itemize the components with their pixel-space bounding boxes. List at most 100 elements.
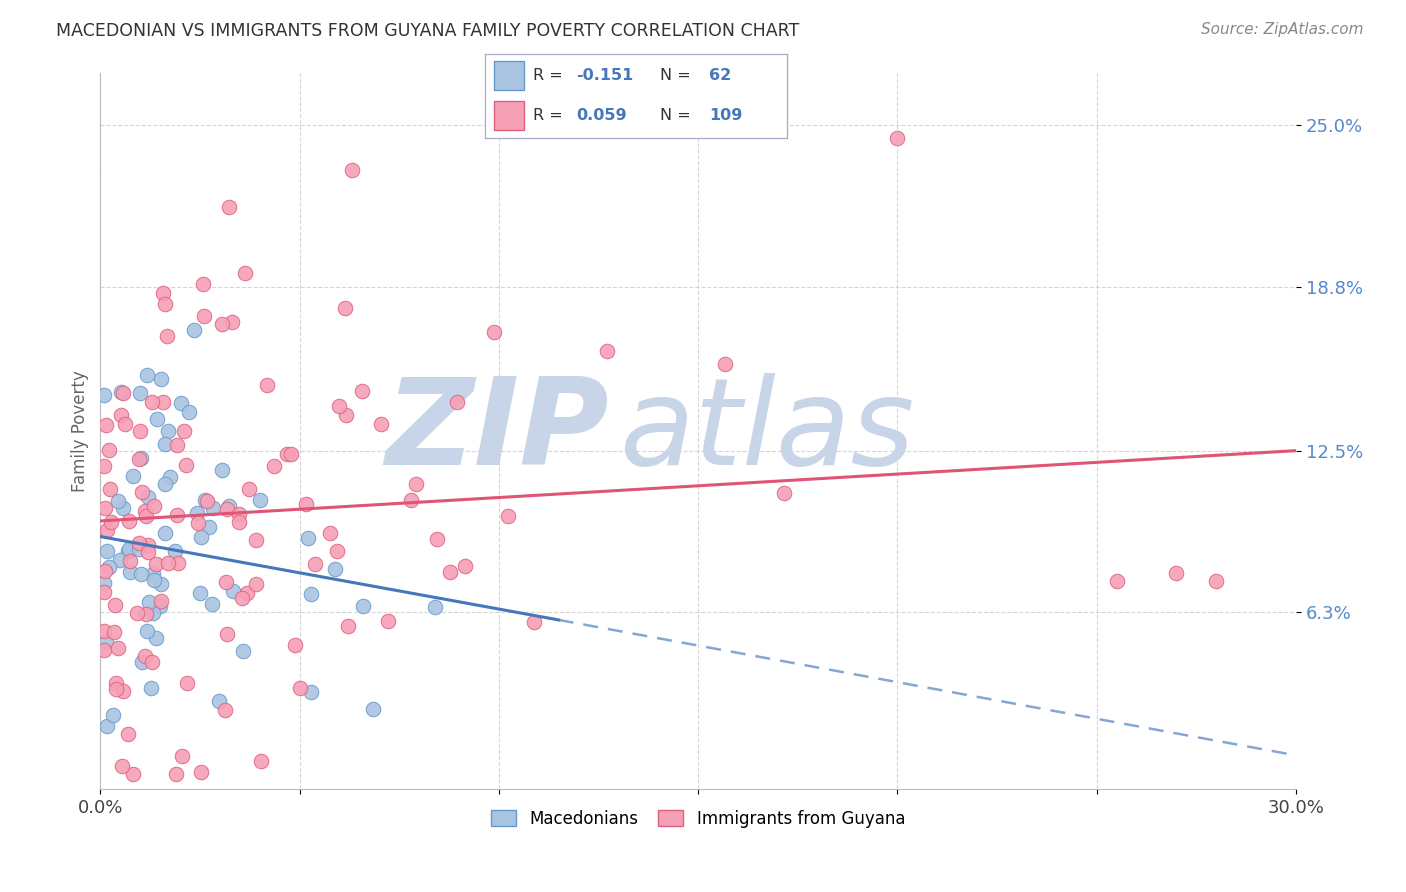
Point [143, 574, 166, 588]
Point [111, 385, 134, 400]
Point [120, 565, 142, 579]
Point [128, 535, 150, 549]
Point [152, 395, 174, 409]
Point [172, 749, 194, 764]
Point [134, 504, 156, 518]
Point [93, 584, 115, 599]
Point [201, 597, 224, 611]
Point [191, 277, 214, 291]
Point [131, 656, 153, 670]
Point [245, 576, 267, 591]
Point [190, 764, 212, 779]
Point [335, 301, 357, 315]
Point [110, 408, 132, 422]
Point [94, 417, 117, 432]
Point [337, 618, 360, 632]
Point [352, 384, 374, 399]
Point [104, 681, 127, 696]
FancyBboxPatch shape [494, 62, 524, 90]
Y-axis label: Family Poverty: Family Poverty [72, 370, 89, 492]
Point [280, 447, 302, 461]
Point [165, 766, 187, 780]
Point [238, 482, 260, 496]
Point [202, 500, 225, 515]
Point [103, 624, 125, 639]
Point [215, 502, 238, 516]
Point [98, 482, 121, 496]
Point [194, 492, 217, 507]
Point [484, 325, 506, 339]
Point [236, 586, 259, 600]
Point [94, 501, 117, 516]
Point [100, 515, 122, 529]
Point [208, 694, 231, 708]
Text: MACEDONIAN VS IMMIGRANTS FROM GUYANA FAMILY POVERTY CORRELATION CHART: MACEDONIAN VS IMMIGRANTS FROM GUYANA FAM… [56, 22, 800, 40]
Point [176, 675, 198, 690]
Point [93, 575, 115, 590]
Point [138, 595, 160, 609]
Point [96, 634, 118, 648]
Point [335, 408, 357, 422]
Point [142, 499, 165, 513]
Point [299, 587, 322, 601]
Point [145, 558, 167, 572]
Point [188, 586, 211, 600]
Point [1105, 574, 1128, 588]
Point [288, 681, 311, 695]
Point [183, 323, 205, 337]
Point [352, 599, 374, 613]
Text: -0.151: -0.151 [576, 68, 633, 83]
Point [98, 443, 121, 458]
Point [399, 493, 422, 508]
Point [139, 681, 162, 695]
Point [228, 515, 250, 529]
Point [129, 566, 152, 581]
Point [250, 754, 273, 768]
FancyBboxPatch shape [494, 101, 524, 130]
Point [128, 542, 150, 557]
Point [228, 507, 250, 521]
Point [155, 437, 177, 451]
Point [155, 525, 177, 540]
Point [195, 494, 218, 508]
Point [117, 544, 139, 558]
Point [104, 598, 127, 612]
Point [110, 385, 132, 400]
Point [122, 468, 145, 483]
Point [128, 452, 150, 467]
Point [110, 552, 132, 566]
Point [297, 531, 319, 545]
Point [1205, 574, 1227, 588]
Point [218, 200, 240, 214]
Point [97, 559, 120, 574]
Point [295, 497, 318, 511]
Point [136, 545, 159, 559]
Point [326, 544, 349, 558]
Point [159, 469, 181, 483]
Point [136, 624, 159, 638]
Point [96, 719, 118, 733]
Text: ZIP: ZIP [385, 373, 609, 490]
Point [138, 490, 160, 504]
Point [323, 562, 346, 576]
Point [215, 575, 238, 590]
Point [211, 318, 233, 332]
Point [152, 285, 174, 300]
Point [773, 485, 796, 500]
Point [231, 591, 253, 606]
Point [136, 368, 159, 383]
Point [93, 458, 115, 473]
Point [304, 557, 326, 571]
Point [150, 593, 173, 607]
Point [93, 565, 115, 579]
Point [190, 530, 212, 544]
Point [129, 385, 152, 400]
Point [141, 395, 163, 409]
Point [93, 642, 115, 657]
Point [112, 500, 135, 515]
Point [426, 532, 449, 546]
Point [595, 343, 617, 358]
Point [714, 358, 737, 372]
Point [233, 266, 256, 280]
Text: 62: 62 [709, 68, 731, 83]
